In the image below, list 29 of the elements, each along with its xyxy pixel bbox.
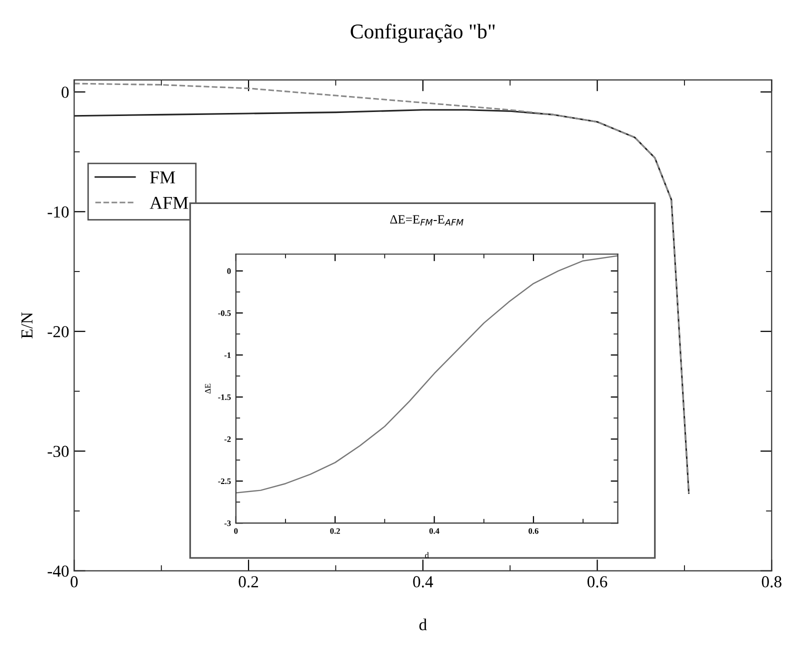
- y-tick-label: -40: [48, 566, 69, 577]
- x-tick-label: 0.6: [587, 576, 608, 588]
- y-tick-label: -2.5: [218, 478, 231, 484]
- x-tick-label: 0.2: [330, 528, 340, 534]
- legend-label: FM: [150, 171, 176, 184]
- y-tick-label: -0.5: [218, 310, 231, 316]
- y-tick-label: -2: [224, 436, 231, 442]
- y-tick-label: -30: [48, 446, 69, 458]
- legend-label: AFM: [150, 196, 188, 209]
- x-tick-label: 0.6: [528, 528, 538, 534]
- chart-title: Configuração "b": [350, 24, 495, 43]
- y-tick-label: -3: [224, 520, 231, 526]
- x-tick-label: 0: [234, 528, 238, 534]
- x-tick-label: 0.4: [429, 528, 440, 534]
- x-tick-label: 0: [70, 576, 78, 588]
- y-tick-label: -1: [224, 352, 231, 358]
- x-tick-label: 0.8: [762, 576, 782, 588]
- x-tick-label: 0.4: [413, 576, 434, 588]
- y-axis-title: ΔE: [205, 384, 211, 394]
- y-axis-title: E/N: [21, 312, 33, 338]
- y-tick-label: 0: [227, 268, 231, 274]
- x-axis-title: d: [425, 552, 429, 558]
- x-axis-title: d: [419, 618, 427, 630]
- x-tick-label: 0.2: [238, 576, 258, 588]
- y-tick-label: 0: [62, 86, 69, 98]
- chart-title: ΔE=E$_{FM}$-E$_{AFM}$: [390, 215, 464, 226]
- y-tick-label: -20: [48, 326, 69, 338]
- y-tick-label: -10: [48, 206, 69, 218]
- y-tick-label: -1.5: [218, 394, 231, 400]
